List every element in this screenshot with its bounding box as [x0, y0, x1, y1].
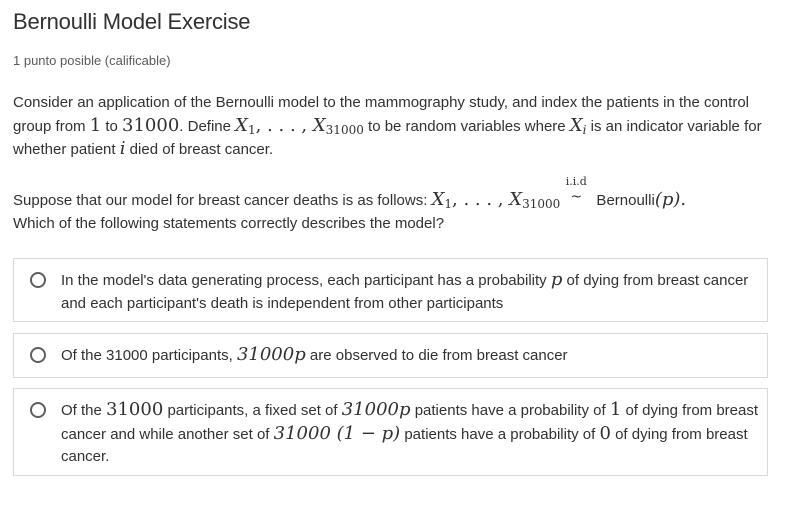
option-2-text-2: are observed to die from breast cancer: [305, 347, 568, 364]
exercise-title: Bernoulli Model Exercise: [13, 9, 251, 34]
math-model-x1-sub: 1: [444, 197, 453, 211]
option-1-text-2: of dying from breast cancer and each par…: [61, 272, 749, 312]
option-1-text: In the model's data generating process, …: [61, 269, 761, 315]
option-2-text-1: Of the 31000 participants,: [61, 347, 237, 364]
math-x1-sub: 1: [247, 122, 256, 137]
radio-button-1[interactable]: [30, 272, 46, 288]
tilde-symbol: ~: [570, 189, 583, 205]
intro-text-4: to be random variables where: [363, 117, 570, 135]
answer-option-3[interactable]: Of the 31000 participants, a fixed set o…: [13, 388, 768, 476]
math-model-xn-sub: 31000: [522, 197, 561, 211]
math-ellipsis: , . . . ,: [255, 114, 313, 136]
math-end-index: 31000: [122, 114, 180, 136]
math-xi-sub: i: [582, 122, 587, 137]
math-model-x1: X: [431, 189, 445, 210]
option-1-text-1: In the model's data generating process, …: [61, 272, 551, 289]
answer-option-2[interactable]: Of the 31000 participants, 31000p are ob…: [13, 333, 768, 378]
option-3-math-3: 1: [609, 399, 622, 420]
model-text-2: Bernoulli: [592, 192, 655, 209]
option-3-math-1: 31000: [106, 399, 164, 420]
points-label: 1 punto posible (calificable): [13, 53, 171, 68]
option-3-text-5: patients have a probability of: [400, 425, 600, 443]
option-3-text-2: participants, a fixed set of: [163, 402, 342, 419]
math-start-index: 1: [89, 114, 102, 136]
radio-button-3[interactable]: [30, 402, 46, 418]
option-3-text-6: of dying from breast cancer.: [61, 425, 748, 466]
math-bernoulli-arg: (p).: [654, 189, 687, 210]
model-text-1: Suppose that our model for breast cancer…: [13, 192, 432, 209]
intro-text-6: died of breast cancer.: [125, 141, 274, 158]
option-2-math: 31000p: [236, 344, 306, 365]
math-i: i: [119, 138, 126, 159]
option-3-math-2: 31000p: [341, 399, 411, 420]
option-1-math-p: p: [550, 269, 563, 290]
option-3-math-5: 0: [599, 422, 611, 444]
option-2-text: Of the 31000 participants, 31000p are ob…: [61, 344, 761, 368]
math-xi: X: [569, 114, 583, 136]
model-question: Which of the following statements correc…: [13, 214, 445, 232]
option-3-math-4: 31000 (1 − p): [273, 422, 401, 444]
answer-option-1[interactable]: In the model's data generating process, …: [13, 258, 768, 322]
intro-text-3: . Define: [179, 117, 236, 135]
math-xn: X: [312, 114, 326, 136]
math-xn-sub: 31000: [325, 122, 364, 137]
intro-text-2: to: [101, 117, 123, 135]
problem-intro: Consider an application of the Bernoulli…: [13, 92, 783, 162]
math-x1: X: [235, 114, 248, 136]
option-3-text-3: patients have a probability of: [410, 402, 610, 419]
option-3-text: Of the 31000 participants, a fixed set o…: [61, 399, 761, 469]
iid-label: i.i.d: [565, 175, 587, 188]
radio-button-2[interactable]: [30, 347, 46, 363]
intro-text-1: Consider an application of the Bernoulli…: [13, 94, 749, 135]
option-3-text-4: of dying from breast cancer and while an…: [61, 402, 759, 443]
math-model-ellipsis: , . . . ,: [452, 189, 510, 210]
problem-model: Suppose that our model for breast cancer…: [13, 176, 783, 235]
option-3-text-1: Of the: [61, 402, 107, 419]
iid-symbol: i.i.d ~: [560, 176, 592, 206]
math-model-xn: X: [509, 189, 523, 210]
intro-text-5: is an indicator variable for whether pat…: [13, 117, 762, 159]
